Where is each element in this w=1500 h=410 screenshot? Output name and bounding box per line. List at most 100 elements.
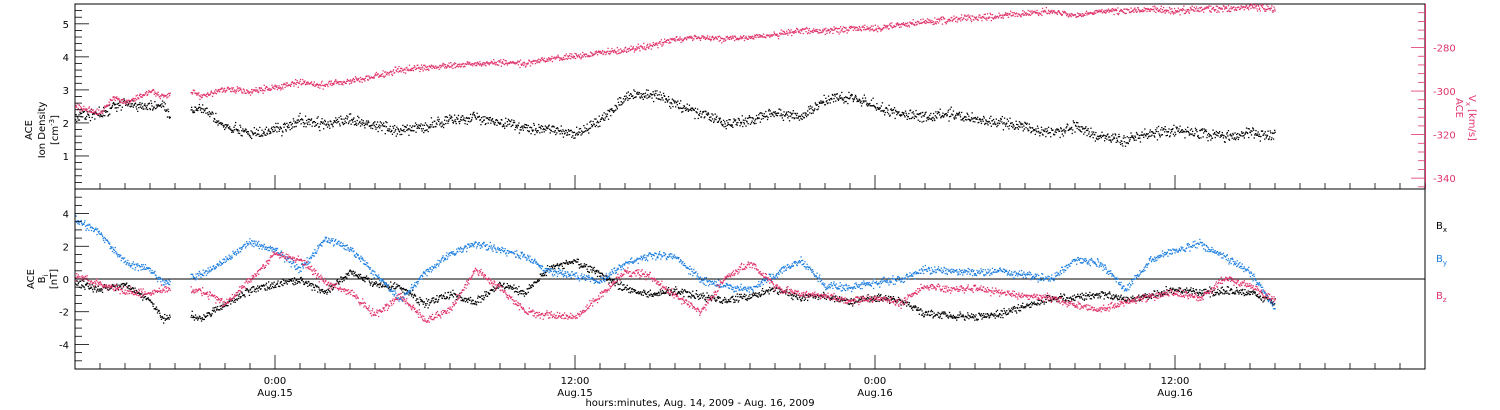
vx-point — [478, 63, 480, 65]
density-point — [990, 115, 992, 117]
density-point — [1009, 117, 1011, 119]
density-point — [559, 130, 561, 132]
density-point — [364, 127, 366, 129]
density-point — [1005, 123, 1007, 125]
bx-point — [446, 297, 449, 299]
vx-point — [867, 28, 869, 30]
vx-point — [1138, 10, 1140, 12]
bx-point — [476, 301, 478, 303]
density-point — [636, 92, 638, 94]
density-point — [405, 126, 407, 128]
bx-point — [356, 274, 358, 277]
vx-point — [625, 46, 627, 48]
density-point — [267, 130, 269, 132]
density-point — [377, 130, 379, 133]
bx-point — [101, 289, 103, 291]
vx-point — [887, 24, 889, 27]
vx-point — [847, 29, 849, 31]
density-point — [664, 101, 666, 103]
bx-point — [99, 290, 101, 292]
vx-point — [775, 34, 777, 36]
bx-point — [247, 290, 249, 292]
density-point — [304, 122, 306, 124]
density-point — [496, 124, 498, 126]
vx-point — [317, 86, 319, 88]
vx-point — [1128, 9, 1130, 11]
vx-point — [1119, 10, 1121, 12]
vx-point — [584, 53, 586, 55]
vx-point — [1149, 8, 1151, 11]
vx-point — [197, 94, 199, 96]
density-point — [214, 121, 216, 123]
vx-point — [141, 96, 143, 99]
density-point — [502, 124, 505, 126]
density-point — [273, 130, 275, 133]
vx-point — [611, 47, 613, 50]
vx-point — [760, 36, 762, 38]
density-point — [1157, 131, 1159, 133]
bx-point — [301, 279, 303, 281]
vx-point — [93, 112, 95, 114]
density-point — [1118, 136, 1121, 138]
vx-point — [498, 59, 500, 62]
vx-point — [1081, 15, 1083, 17]
vx-point — [302, 79, 304, 81]
vx-point — [475, 62, 477, 64]
vx-point — [691, 36, 693, 39]
bx-point — [166, 314, 168, 317]
vx-point — [210, 91, 212, 93]
density-point — [505, 117, 507, 119]
density-point — [806, 114, 808, 116]
vx-point — [666, 41, 668, 44]
bx-point — [267, 287, 269, 290]
vx-point — [239, 87, 241, 89]
density-point — [327, 121, 329, 123]
density-point — [796, 112, 798, 115]
density-point — [1110, 140, 1112, 142]
vx-point — [1253, 7, 1255, 9]
density-point — [1095, 131, 1097, 134]
bx-point — [365, 277, 367, 279]
vx-point — [85, 108, 87, 110]
bx-point — [408, 294, 410, 296]
bx-point — [136, 290, 138, 292]
bx-point — [419, 298, 422, 301]
density-point — [402, 130, 405, 132]
density-point — [1198, 136, 1200, 139]
vx-point — [1154, 5, 1156, 7]
density-point — [606, 113, 609, 115]
density-point — [513, 121, 516, 124]
vx-point — [562, 58, 564, 60]
vx-point — [131, 99, 133, 101]
vx-point — [863, 29, 865, 31]
vx-point — [533, 59, 535, 62]
vx-point — [252, 91, 254, 93]
vx-point — [1130, 7, 1132, 9]
vx-point — [1048, 11, 1050, 13]
density-point — [1157, 125, 1160, 128]
density-point — [443, 123, 445, 126]
vx-point — [657, 47, 659, 49]
density-point — [195, 109, 197, 111]
density-point — [283, 126, 285, 128]
bx-point — [271, 286, 274, 288]
density-point — [297, 119, 299, 121]
density-point — [390, 130, 392, 132]
bx-point — [406, 289, 408, 292]
vx-point — [643, 46, 645, 48]
density-point — [816, 109, 818, 111]
bx-point — [90, 287, 93, 289]
vx-point — [627, 50, 629, 52]
density-point — [835, 100, 837, 102]
density-point — [277, 127, 280, 129]
vx-point — [1202, 8, 1204, 10]
vx-point — [1064, 11, 1066, 13]
bx-point — [413, 293, 416, 295]
density-point — [530, 133, 532, 135]
density-point — [232, 131, 235, 133]
bx-point — [367, 278, 369, 280]
vx-point — [683, 37, 686, 40]
density-point — [962, 117, 964, 119]
density-point — [1216, 134, 1218, 136]
vx-point — [704, 36, 706, 38]
